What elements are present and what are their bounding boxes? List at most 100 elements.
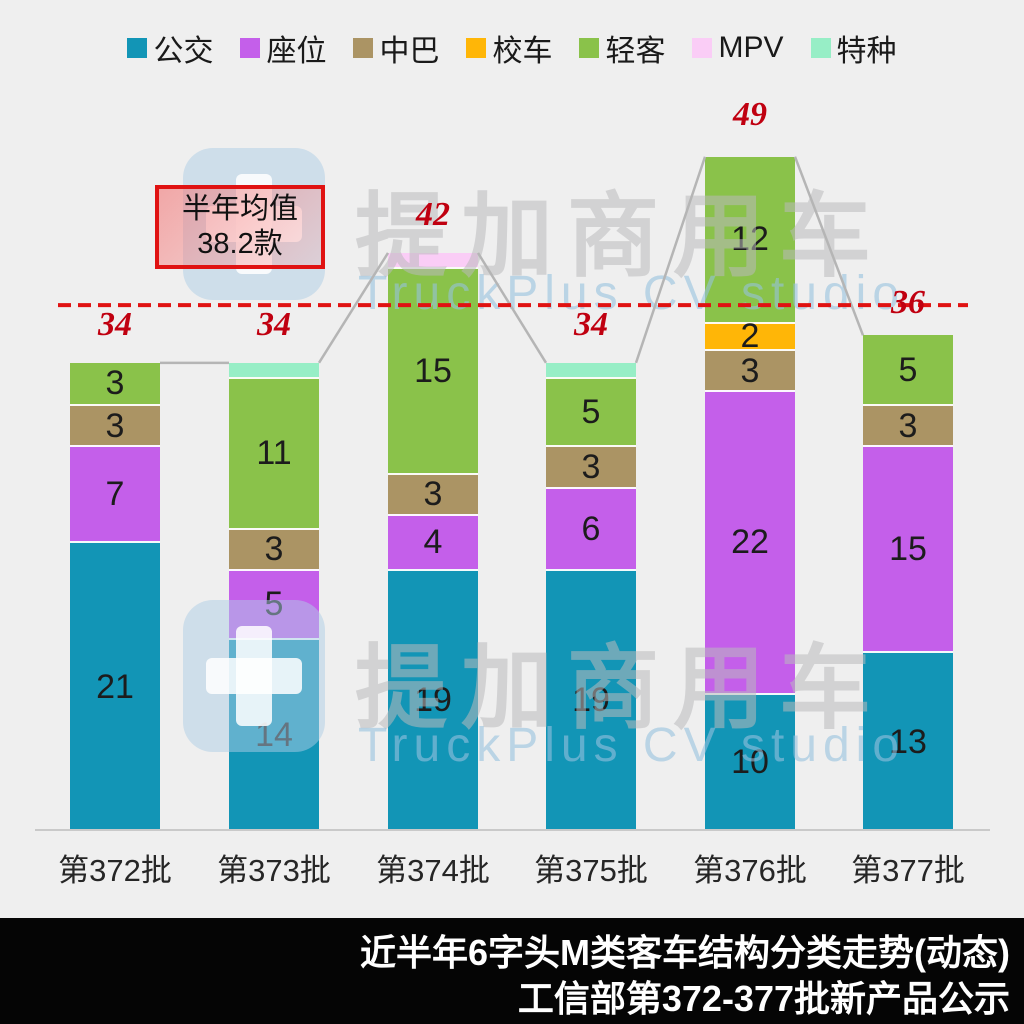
bar-segment-公交: 13 [863, 651, 953, 830]
average-annotation-line1: 半年均值 [181, 193, 298, 225]
bar-segment-座位: 4 [388, 514, 478, 569]
legend-item-座位: 座位 [240, 26, 326, 70]
bar-segment-轻客: 3 [70, 362, 160, 405]
totals-connector-line [476, 252, 548, 364]
legend-swatch-icon [692, 38, 713, 58]
bar-第373批: 14 5 3 11 [229, 362, 319, 830]
legend-swatch-icon [353, 38, 374, 58]
legend-swatch-icon [240, 38, 261, 58]
segment-value-label: 3 [740, 351, 760, 390]
chart-title: 近半年6字头M类客车结构分类走势(动态) [360, 932, 1010, 973]
segment-value-label: 19 [572, 681, 610, 720]
bar-segment-轻客: 5 [546, 376, 636, 446]
legend-swatch-icon [579, 38, 600, 58]
totals-connector-line [317, 252, 390, 364]
average-annotation-line2: 38.2款 [197, 228, 283, 260]
legend-label: 中巴 [379, 35, 440, 68]
segment-value-label: 3 [581, 447, 601, 486]
x-axis-line [35, 829, 990, 831]
x-axis-label-第376批: 第376批 [693, 853, 807, 888]
segment-value-label: 13 [889, 722, 927, 761]
bar-segment-中巴: 3 [70, 404, 160, 446]
legend-label: 座位 [266, 35, 327, 68]
x-axis-label-第374批: 第374批 [376, 853, 490, 888]
bar-segment-中巴: 3 [705, 349, 795, 391]
legend-item-中巴: 中巴 [353, 26, 439, 70]
bar-segment-校车: 2 [705, 319, 795, 353]
segment-value-label: 15 [414, 351, 452, 390]
legend-label: 公交 [153, 35, 214, 68]
legend: 公交 座位 中巴 校车 轻客 MPV 特种 [0, 26, 1024, 70]
segment-value-label: 6 [581, 509, 601, 548]
bar-segment-中巴: 3 [546, 445, 636, 487]
total-label-第372批: 34 [98, 306, 132, 343]
total-label-第374批: 42 [416, 196, 450, 233]
total-label-第373批: 34 [257, 306, 291, 343]
bar-segment-公交: 19 [388, 568, 478, 830]
bar-segment-中巴: 3 [863, 404, 953, 446]
bar-segment-轻客: 11 [229, 376, 319, 528]
totals-connector-line [634, 156, 707, 364]
bar-segment-座位: 15 [863, 445, 953, 652]
bar-segment-座位: 7 [70, 445, 160, 542]
segment-value-label: 15 [889, 530, 927, 569]
bar-第374批: 19 4 3 15 [388, 252, 478, 830]
bar-segment-轻客: 12 [705, 156, 795, 322]
legend-item-校车: 校车 [466, 26, 552, 70]
segment-value-label: 3 [898, 406, 918, 445]
segment-value-label: 10 [731, 743, 769, 782]
bar-第376批: 10 22 3 2 12 [705, 156, 795, 830]
segment-value-label: 5 [898, 350, 918, 389]
legend-item-MPV: MPV [692, 31, 784, 65]
segment-value-label: 19 [414, 681, 452, 720]
bar-segment-特种 [546, 362, 636, 377]
legend-label: 校车 [492, 35, 553, 68]
segment-value-label: 3 [105, 364, 125, 403]
segment-value-label: 14 [255, 715, 293, 754]
chart-subtitle: 工信部第372-377批新产品公示 [517, 978, 1010, 1019]
bar-第377批: 13 15 3 5 [863, 335, 953, 830]
segment-value-label: 11 [256, 434, 292, 473]
segment-value-label: 7 [105, 475, 125, 514]
legend-swatch-icon [810, 38, 831, 58]
bar-segment-MPV [388, 252, 478, 267]
bar-segment-中巴: 3 [229, 527, 319, 569]
footer-title-bar: 近半年6字头M类客车结构分类走势(动态) 工信部第372-377批新产品公示 [0, 918, 1024, 1024]
bar-segment-座位: 5 [229, 568, 319, 638]
bar-segment-轻客: 15 [388, 266, 478, 473]
legend-label: 特种 [836, 35, 897, 68]
legend-label: 轻客 [605, 35, 666, 68]
bar-segment-公交: 10 [705, 692, 795, 830]
average-annotation-box: 半年均值 38.2款 [155, 185, 325, 269]
legend-swatch-icon [466, 38, 487, 58]
x-axis-label-第375批: 第375批 [534, 853, 648, 888]
bar-segment-特种 [229, 362, 319, 377]
bar-segment-中巴: 3 [388, 472, 478, 514]
x-axis-label-第372批: 第372批 [58, 853, 172, 888]
bar-segment-座位: 22 [705, 390, 795, 693]
x-axis-label-第373批: 第373批 [217, 853, 331, 888]
segment-value-label: 3 [423, 475, 443, 514]
segment-value-label: 5 [581, 392, 601, 431]
total-label-第377批: 36 [891, 284, 925, 321]
legend-item-轻客: 轻客 [579, 26, 665, 70]
totals-connector-line [793, 156, 865, 336]
bar-segment-公交: 14 [229, 637, 319, 830]
segment-value-label: 3 [105, 406, 125, 445]
segment-value-label: 2 [740, 317, 760, 356]
segment-value-label: 4 [423, 523, 443, 562]
segment-value-label: 21 [96, 667, 134, 706]
bar-segment-轻客: 5 [863, 335, 953, 405]
x-axis-label-第377批: 第377批 [851, 853, 965, 888]
segment-value-label: 3 [264, 530, 284, 569]
total-label-第375批: 34 [574, 306, 608, 343]
total-label-第376批: 49 [733, 96, 767, 133]
legend-item-特种: 特种 [810, 26, 897, 70]
segment-value-label: 22 [731, 523, 769, 562]
legend-item-公交: 公交 [127, 26, 213, 70]
bar-segment-座位: 6 [546, 486, 636, 569]
legend-label: MPV [718, 31, 784, 64]
bar-segment-公交: 19 [546, 568, 636, 830]
segment-value-label: 5 [264, 585, 284, 624]
